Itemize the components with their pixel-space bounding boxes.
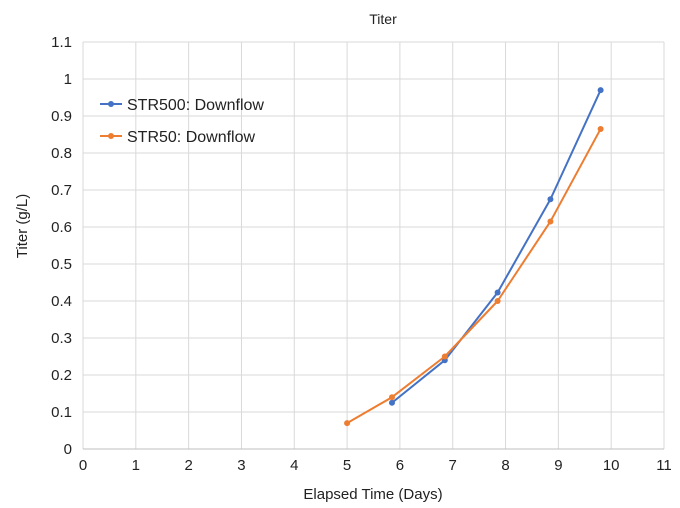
data-point	[597, 125, 604, 132]
y-tick-label: 0.8	[51, 145, 72, 162]
series-line	[346, 128, 602, 424]
x-tick-label: 8	[501, 457, 509, 474]
y-tick-label: 0.5	[51, 256, 72, 273]
data-point	[597, 87, 604, 94]
legend-entry: STR500: Downflow	[100, 97, 264, 114]
y-tick-label: 0.9	[51, 108, 72, 125]
y-tick-label: 0.4	[51, 293, 72, 310]
legend-label: STR50: Downflow	[127, 129, 255, 146]
chart-title: Titer	[369, 11, 397, 27]
legend-label: STR500: Downflow	[127, 97, 264, 114]
legend-entry: STR50: Downflow	[100, 129, 255, 146]
y-tick-label: 0.6	[51, 219, 72, 236]
data-point	[388, 399, 395, 406]
data-point	[344, 420, 351, 427]
data-point	[547, 196, 554, 203]
x-tick-label: 4	[290, 457, 298, 474]
x-tick-label: 6	[396, 457, 404, 474]
y-axis-title: Titer (g/L)	[14, 194, 31, 258]
y-axis-ticks: 0 0.1 0.2 0.3 0.4 0.5 0.6 0.7 0.8 0.9 1 1.1	[51, 34, 72, 458]
x-tick-label: 7	[449, 457, 457, 474]
x-tick-label: 1	[132, 457, 140, 474]
data-point	[388, 394, 395, 401]
x-tick-label: 5	[343, 457, 351, 474]
legend-marker	[108, 101, 114, 107]
data-point	[494, 289, 501, 296]
x-tick-label: 9	[554, 457, 562, 474]
x-tick-label: 2	[184, 457, 192, 474]
y-tick-label: 0.3	[51, 330, 72, 347]
x-axis-title: Elapsed Time (Days)	[303, 486, 442, 503]
x-tick-label: 0	[79, 457, 87, 474]
series-layer	[344, 87, 604, 427]
legend: STR500: Downflow STR50: Downflow	[100, 97, 264, 146]
y-tick-label: 1	[64, 71, 72, 88]
y-tick-label: 1.1	[51, 34, 72, 51]
series-line	[391, 89, 602, 404]
data-point	[494, 298, 501, 304]
y-tick-label: 0.7	[51, 182, 72, 199]
x-tick-label: 10	[603, 457, 620, 474]
data-point	[441, 353, 448, 360]
grid	[82, 41, 665, 450]
x-tick-label: 3	[237, 457, 245, 474]
series-1	[344, 125, 604, 427]
y-tick-label: 0.2	[51, 367, 72, 384]
legend-marker	[108, 133, 114, 139]
data-point	[547, 218, 554, 225]
x-axis-ticks: 0 1 2 3 4 5 6 7 8 9 10 11	[79, 457, 672, 474]
series-0	[388, 87, 604, 406]
y-tick-label: 0	[64, 441, 72, 458]
y-tick-label: 0.1	[51, 404, 72, 421]
x-tick-label: 11	[656, 457, 672, 474]
